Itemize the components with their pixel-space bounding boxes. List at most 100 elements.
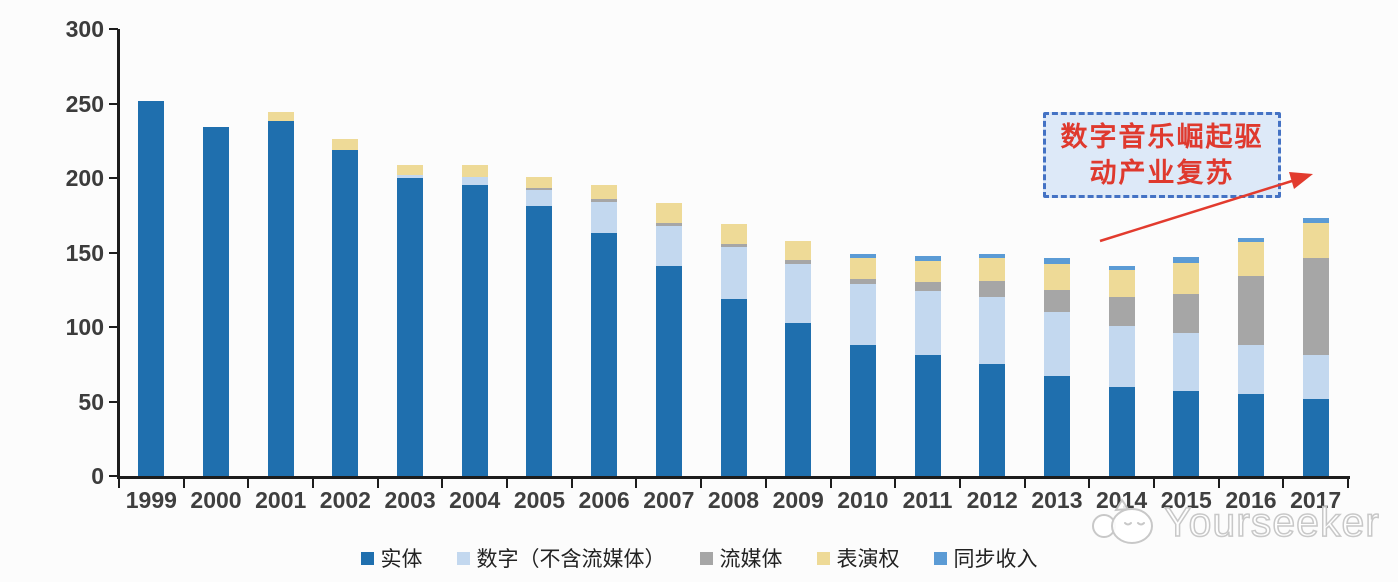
bar-segment (849, 254, 876, 259)
y-axis-tick-label: 200 (65, 165, 104, 191)
bar-segment (914, 282, 941, 292)
legend-label: 数字（不含流媒体） (476, 547, 666, 571)
bar-segment (1302, 398, 1329, 476)
x-axis-label-2013: 2013 (1031, 487, 1083, 513)
bar-2011 (914, 255, 941, 476)
bar-segment (785, 259, 812, 265)
bar-segment (785, 264, 812, 323)
x-axis-tick (506, 479, 509, 488)
y-axis-tick-label: 0 (91, 463, 104, 489)
bar-segment (914, 261, 941, 283)
bar-2006 (591, 185, 618, 476)
legend-item: 数字（不含流媒体） (456, 543, 666, 573)
legend-swatch (699, 551, 713, 565)
bar-segment (461, 176, 488, 186)
bar-segment (1302, 218, 1329, 223)
bar-segment (655, 225, 682, 266)
bar-segment (1108, 265, 1135, 271)
y-axis-line (117, 29, 120, 478)
legend-swatch (933, 551, 947, 565)
bar-segment (591, 185, 618, 199)
x-axis-tick (182, 479, 185, 488)
x-axis-label-1999: 1999 (125, 487, 177, 513)
x-axis-label-2009: 2009 (772, 487, 824, 513)
bar-segment (1237, 394, 1264, 476)
mascot-face-icon (1092, 498, 1153, 544)
bar-segment (849, 344, 876, 476)
x-axis-tick (1347, 479, 1349, 488)
legend-swatch (456, 551, 470, 565)
bar-segment (591, 201, 618, 234)
y-axis-tick (109, 475, 118, 477)
bar-segment (1237, 242, 1264, 277)
x-axis-tick (441, 479, 444, 488)
bar-2013 (1043, 258, 1070, 476)
y-axis-tick (109, 400, 118, 403)
bar-segment (914, 355, 941, 476)
x-axis-label-2007: 2007 (643, 487, 695, 513)
legend-label: 实体 (380, 547, 423, 571)
x-axis-tick (1088, 479, 1091, 488)
bar-segment (526, 189, 553, 207)
bar-segment (267, 112, 294, 122)
x-axis-tick (1217, 479, 1220, 488)
bar-2008 (720, 224, 747, 476)
bar-segment (1302, 355, 1329, 399)
annotation-line-1: 数字音乐崛起驱 (1060, 122, 1264, 152)
bar-2014 (1108, 265, 1135, 476)
bar-segment (720, 243, 747, 247)
bar-segment (785, 322, 812, 476)
x-axis-tick (700, 479, 703, 488)
x-axis-tick (376, 479, 379, 488)
bar-2010 (849, 254, 876, 476)
y-axis-tick-label: 150 (65, 239, 104, 266)
bar-segment (267, 121, 294, 476)
x-axis-label-2004: 2004 (449, 487, 501, 513)
legend-swatch (816, 551, 830, 565)
y-axis-tick-label: 300 (65, 16, 104, 42)
bar-segment (1043, 312, 1070, 377)
x-axis-label-2012: 2012 (966, 487, 1018, 513)
bar-2007 (655, 203, 682, 476)
legend-item: 实体 (360, 543, 423, 573)
bar-segment (1108, 386, 1135, 476)
bar-segment (655, 203, 682, 223)
bar-2016 (1237, 237, 1264, 476)
bar-segment (1043, 376, 1070, 476)
bar-2002 (332, 139, 359, 476)
bar-segment (979, 254, 1006, 259)
watermark: Yourseeker (1088, 496, 1380, 548)
bar-segment (526, 176, 553, 189)
bar-segment (785, 240, 812, 260)
x-axis-tick (570, 479, 573, 488)
bar-segment (526, 188, 553, 190)
x-axis-label-2008: 2008 (707, 487, 760, 513)
legend-item: 表演权 (816, 543, 900, 573)
bar-2005 (526, 176, 553, 476)
bar-2017 (1302, 218, 1329, 476)
x-axis-label-2003: 2003 (384, 487, 436, 513)
bar-segment (1043, 258, 1070, 265)
bar-segment (397, 178, 424, 476)
legend-item: 流媒体 (699, 543, 783, 573)
bar-segment (526, 206, 553, 476)
bar-segment (1173, 262, 1200, 295)
y-axis-tick (109, 102, 118, 105)
bar-segment (979, 364, 1006, 476)
bar-segment (461, 185, 488, 476)
legend-label: 表演权 (836, 547, 900, 571)
watermark-text: Yourseeker (1163, 498, 1380, 546)
bar-segment (1173, 257, 1200, 263)
bar-segment (1173, 294, 1200, 333)
bar-2009 (785, 240, 812, 476)
x-axis-tick (312, 479, 315, 488)
x-axis-label-2010: 2010 (837, 487, 889, 513)
annotation-callout: 数字音乐崛起驱 动产业复苏 (1043, 112, 1281, 198)
bar-segment (849, 279, 876, 284)
bar-segment (914, 255, 941, 262)
bar-2004 (461, 164, 488, 476)
y-axis-tick (109, 177, 118, 179)
bar-2001 (267, 112, 294, 476)
x-axis-tick (764, 479, 767, 488)
x-axis-tick (1023, 479, 1026, 488)
